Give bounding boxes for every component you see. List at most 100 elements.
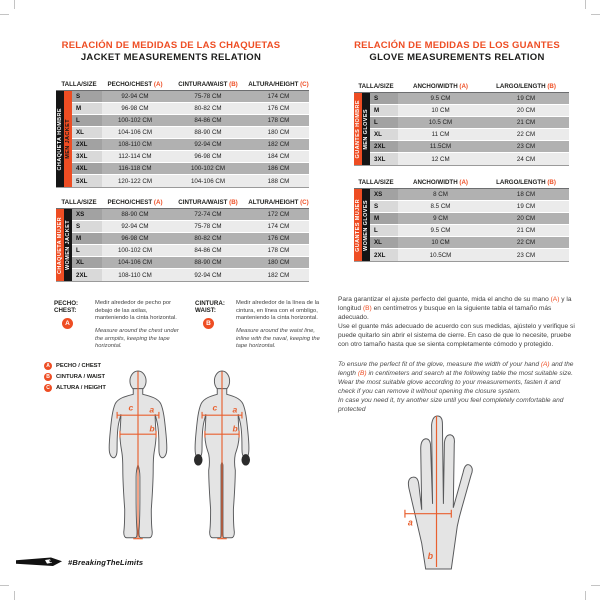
value-cell: 20 CM — [483, 105, 569, 116]
value-cell: 108-110 CM — [102, 269, 168, 281]
value-cell: 180 CM — [248, 257, 309, 268]
table-side-label: CHAQUETA MUJER WOMEN JACKET — [56, 209, 72, 281]
men-gloves-table: TALLA/SIZE ANCHO/WIDTH (A) LARGO/LENGTH … — [354, 82, 569, 166]
value-cell: 9 CM — [398, 213, 483, 224]
value-cell: 92-94 CM — [102, 221, 168, 232]
crop-mark — [591, 14, 600, 15]
chest-text-en: Measure around the chest under the armpi… — [95, 327, 179, 350]
gloves-title: RELACIÓN DE MEDIDAS DE LOS GUANTES GLOVE… — [334, 40, 580, 63]
column-header-chest: PECHO/CHEST (A) — [107, 199, 163, 206]
value-cell: 21 CM — [483, 225, 569, 236]
measurement-legend: A PECHO / CHEST B CINTURA / WAIST C ALTU… — [44, 362, 106, 395]
size-cell: XS — [370, 189, 398, 200]
side-label-en: MEN GLOVES — [363, 108, 369, 150]
value-cell: 184 CM — [248, 151, 309, 162]
table-row: 2XL 108-110 CM 92-94 CM 182 CM — [72, 269, 309, 281]
column-header-chest: PECHO/CHEST (A) — [107, 81, 163, 88]
chest-line-label: a — [232, 404, 237, 414]
value-cell: 75-78 CM — [168, 221, 248, 232]
table-row: L 10.5 CM 21 CM — [370, 117, 569, 129]
value-cell: 104-106 CM — [102, 127, 168, 138]
table-row: 2XL 10.5CM 23 CM — [370, 249, 569, 261]
value-cell: 12 CM — [398, 153, 483, 165]
gloves-title-es: RELACIÓN DE MEDIDAS DE LOS GUANTES — [354, 40, 560, 51]
table-header-row: TALLA/SIZE PECHO/CHEST (A) CINTURA/WAIST… — [56, 198, 309, 208]
value-cell: 172 CM — [248, 209, 309, 220]
waist-label-en: WAIST: — [195, 307, 216, 314]
glove-hand-left — [193, 454, 203, 466]
value-cell: 22 CM — [483, 129, 569, 140]
size-cell: M — [72, 103, 102, 114]
table-row: M 10 CM 20 CM — [370, 105, 569, 117]
size-cell: 3XL — [72, 151, 102, 162]
value-cell: 88-90 CM — [168, 127, 248, 138]
size-cell: S — [370, 93, 398, 104]
table-row: L 100-102 CM 84-86 CM 178 CM — [72, 245, 309, 257]
value-cell: 8 CM — [398, 189, 483, 200]
value-cell: 174 CM — [248, 221, 309, 232]
value-cell: 96-98 CM — [102, 233, 168, 244]
crop-mark — [585, 0, 586, 9]
value-cell: 96-98 CM — [168, 151, 248, 162]
table-row: L 9.5 CM 21 CM — [370, 225, 569, 237]
value-cell: 92-94 CM — [168, 139, 248, 150]
value-cell: 176 CM — [248, 103, 309, 114]
value-cell: 21 CM — [483, 117, 569, 128]
length-line-label: b — [428, 551, 434, 561]
value-cell: 80-82 CM — [168, 233, 248, 244]
crop-mark — [14, 0, 15, 9]
jackets-title: RELACIÓN DE MEDIDAS DE LAS CHAQUETAS JAC… — [30, 40, 312, 63]
size-cell: 5XL — [72, 175, 102, 187]
hashtag-text: #BreakingTheLimits — [68, 557, 144, 567]
value-cell: 20 CM — [483, 213, 569, 224]
size-cell: L — [370, 117, 398, 128]
table-row: XL 104-106 CM 88-90 CM 180 CM — [72, 257, 309, 269]
size-cell: XL — [370, 237, 398, 248]
letter-a-badge: A — [62, 318, 73, 329]
size-cell: M — [72, 233, 102, 244]
value-cell: 23 CM — [483, 141, 569, 152]
size-cell: 2XL — [370, 249, 398, 261]
value-cell: 182 CM — [248, 139, 309, 150]
value-cell: 84-86 CM — [168, 245, 248, 256]
table-side-label: GUANTES MUJER WOMEN GLOVES — [354, 189, 370, 261]
table-row: 2XL 11.5CM 23 CM — [370, 141, 569, 153]
waist-instruction: CINTURA: WAIST: B Medir alrededor de la … — [195, 300, 320, 351]
value-cell: 116-118 CM — [102, 163, 168, 174]
value-cell: 88-90 CM — [168, 257, 248, 268]
letter-b-badge: B — [203, 318, 214, 329]
side-label-en: WOMEN JACKET — [65, 219, 71, 271]
value-cell: 88-90 CM — [102, 209, 168, 220]
value-cell: 100-102 CM — [102, 115, 168, 126]
value-cell: 19 CM — [483, 93, 569, 104]
glove-hand-right — [241, 454, 251, 466]
side-label-es: CHAQUETA HOMBRE — [57, 107, 63, 171]
value-cell: 11 CM — [398, 129, 483, 140]
value-cell: 100-102 CM — [168, 163, 248, 174]
table-row: S 9.5 CM 19 CM — [370, 93, 569, 105]
table-header-row: TALLA/SIZE ANCHO/WIDTH (A) LARGO/LENGTH … — [354, 178, 569, 188]
value-cell: 120-122 CM — [102, 175, 168, 187]
value-cell: 8.5 CM — [398, 201, 483, 212]
table-row: XS 8 CM 18 CM — [370, 189, 569, 201]
letter-b-badge: B — [44, 373, 52, 381]
side-label-es: GUANTES HOMBRE — [355, 99, 361, 159]
column-header-size: TALLA/SIZE — [358, 83, 394, 90]
letter-c-badge: C — [44, 384, 52, 392]
size-cell: 2XL — [72, 139, 102, 150]
size-cell: S — [72, 91, 102, 102]
value-cell: 112-114 CM — [102, 151, 168, 162]
crop-mark — [0, 585, 9, 586]
value-cell: 9.5 CM — [398, 225, 483, 236]
glove-text-en: To ensure the perfect fit of the glove, … — [338, 360, 574, 414]
value-cell: 80-82 CM — [168, 103, 248, 114]
size-cell: S — [72, 221, 102, 232]
height-line-label: c — [129, 402, 134, 412]
value-cell: 100-102 CM — [102, 245, 168, 256]
hand-measurement-diagram: a b — [400, 412, 474, 577]
value-cell: 9.5 CM — [398, 93, 483, 104]
crop-mark — [585, 591, 586, 600]
side-label-en: MEN JACKET — [65, 119, 71, 159]
size-cell: XS — [72, 209, 102, 220]
size-cell: 4XL — [72, 163, 102, 174]
